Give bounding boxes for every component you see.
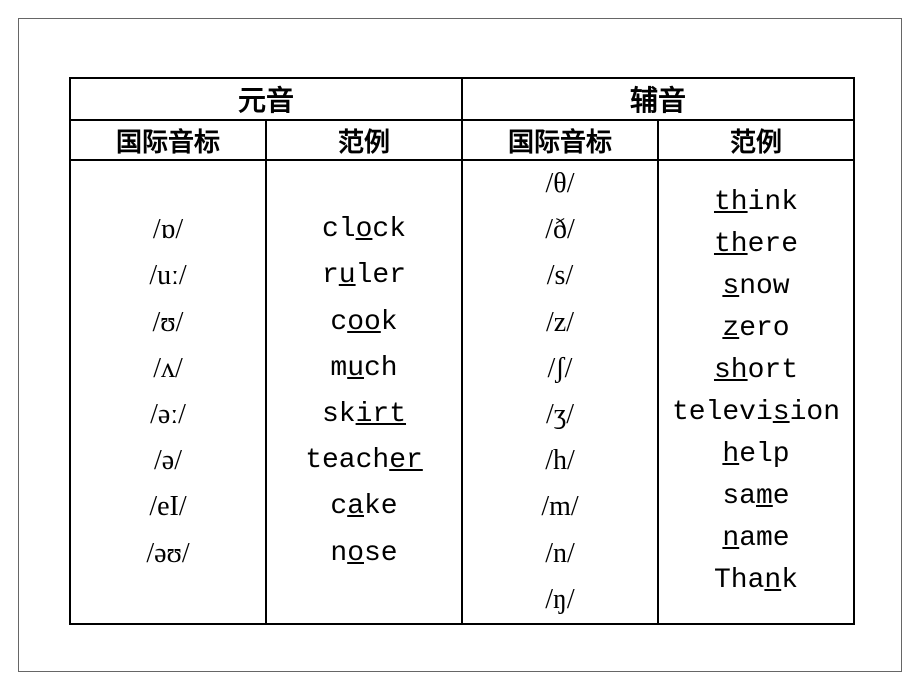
- vowel-ipa-2: /ʊ/: [71, 300, 265, 346]
- header-example-vowel: 范例: [266, 120, 462, 160]
- consonant-ipa-3: /z/: [463, 300, 657, 346]
- consonant-ipa-5: /ʒ/: [463, 392, 657, 438]
- header-example-consonant: 范例: [658, 120, 854, 160]
- vowel-ipa-7: /əʊ/: [71, 531, 265, 577]
- header-row-main: 元音 辅音: [70, 78, 854, 120]
- phonetics-table: 元音 辅音 国际音标 范例 国际音标 范例 /ɒ//uː//ʊ//ʌ//əː//…: [69, 77, 855, 625]
- vowel-ipa-5: /ə/: [71, 438, 265, 484]
- consonant-ipa-4: /ʃ/: [463, 346, 657, 392]
- consonant-example-6: help: [659, 434, 853, 476]
- vowel-example-3: much: [267, 346, 461, 392]
- consonant-ipa-9: /ŋ/: [463, 577, 657, 623]
- consonant-ipa-1: /ð/: [463, 207, 657, 253]
- vowel-example-6: cake: [267, 484, 461, 530]
- consonant-example-2: snow: [659, 266, 853, 308]
- data-row: /ɒ//uː//ʊ//ʌ//əː//ə//eI//əʊ/ clockrulerc…: [70, 160, 854, 624]
- consonant-example-7: same: [659, 476, 853, 518]
- vowel-ipa-1: /uː/: [71, 253, 265, 299]
- vowel-example-2: cook: [267, 300, 461, 346]
- consonant-ipa-cell: /θ//ð//s//z//ʃ//ʒ//h//m//n//ŋ/: [462, 160, 658, 624]
- consonant-example-9: Thank: [659, 560, 853, 602]
- vowel-example-7: nose: [267, 531, 461, 577]
- vowel-ipa-4: /əː/: [71, 392, 265, 438]
- slide-frame: 元音 辅音 国际音标 范例 国际音标 范例 /ɒ//uː//ʊ//ʌ//əː//…: [18, 18, 902, 672]
- consonant-example-5: television: [659, 392, 853, 434]
- consonant-example-cell: thinktheresnowzeroshorttelevisionhelpsam…: [658, 160, 854, 624]
- vowel-ipa-cell: /ɒ//uː//ʊ//ʌ//əː//ə//eI//əʊ/: [70, 160, 266, 624]
- header-consonant: 辅音: [462, 78, 854, 120]
- vowel-example-0: clock: [267, 207, 461, 253]
- header-vowel: 元音: [70, 78, 462, 120]
- header-ipa-vowel: 国际音标: [70, 120, 266, 160]
- header-row-sub: 国际音标 范例 国际音标 范例: [70, 120, 854, 160]
- consonant-example-4: short: [659, 350, 853, 392]
- consonant-ipa-8: /n/: [463, 531, 657, 577]
- vowel-example-cell: clockrulercookmuchskirtteachercakenose: [266, 160, 462, 624]
- vowel-example-4: skirt: [267, 392, 461, 438]
- consonant-ipa-0: /θ/: [463, 161, 657, 207]
- header-ipa-consonant: 国际音标: [462, 120, 658, 160]
- vowel-ipa-6: /eI/: [71, 484, 265, 530]
- consonant-example-1: there: [659, 224, 853, 266]
- consonant-example-0: think: [659, 182, 853, 224]
- consonant-ipa-6: /h/: [463, 438, 657, 484]
- vowel-example-5: teacher: [267, 438, 461, 484]
- vowel-ipa-0: /ɒ/: [71, 207, 265, 253]
- consonant-example-3: zero: [659, 308, 853, 350]
- vowel-example-1: ruler: [267, 253, 461, 299]
- consonant-example-8: name: [659, 518, 853, 560]
- vowel-ipa-3: /ʌ/: [71, 346, 265, 392]
- consonant-ipa-2: /s/: [463, 253, 657, 299]
- consonant-ipa-7: /m/: [463, 484, 657, 530]
